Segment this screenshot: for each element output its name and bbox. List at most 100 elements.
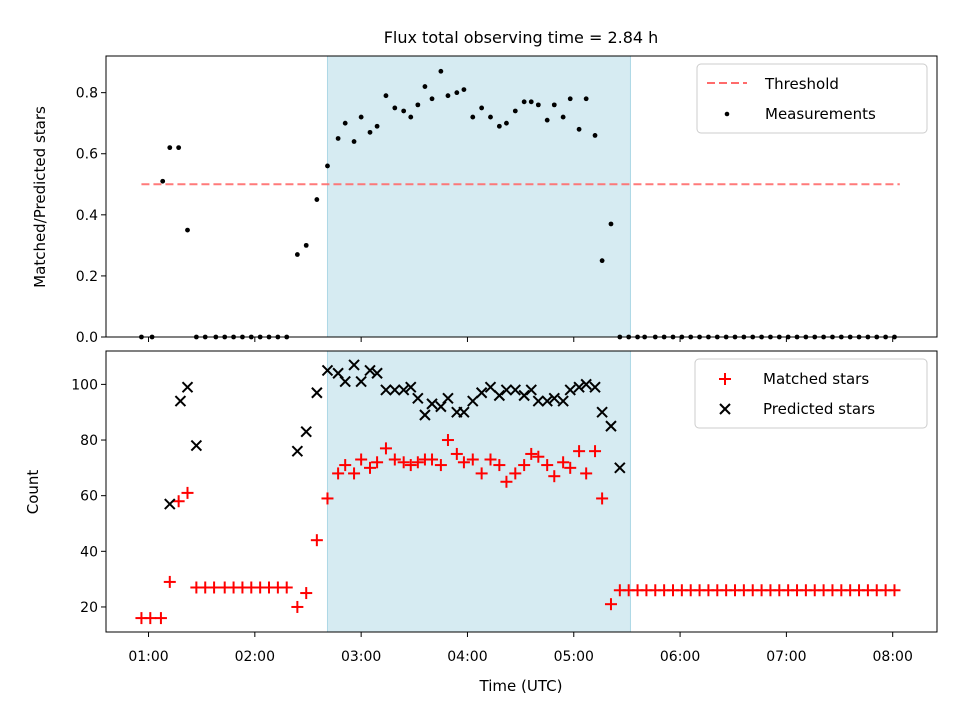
matched-star-point: [339, 459, 352, 472]
predicted-star-point: [181, 381, 194, 393]
matched-star-point: [518, 459, 531, 472]
bottom-axes-frame: [105, 350, 938, 633]
predicted-star-point: [164, 498, 176, 510]
legend-threshold-label: Threshold: [764, 75, 839, 93]
measurement-point: [608, 221, 614, 227]
measurement-point: [528, 99, 534, 105]
predicted-star-point: [596, 406, 608, 418]
predicted-star-point: [291, 445, 304, 457]
matched-star-point: [541, 459, 554, 472]
bottom-plot-area: [135, 359, 901, 625]
top-y-tick-label: 0.4: [76, 208, 98, 224]
measurement-point: [294, 252, 300, 257]
matched-star-point: [291, 600, 304, 613]
predicted-star-point: [458, 406, 470, 418]
predicted-star-point: [426, 398, 438, 410]
matched-star-point: [355, 453, 368, 466]
bottom-x-tick-label: 03:00: [341, 649, 381, 665]
matched-star-point: [604, 598, 617, 611]
predicted-star-point: [548, 392, 560, 405]
predicted-star-point: [614, 462, 626, 474]
matched-star-point: [154, 612, 167, 625]
bottom-panel: 20 40 60 80 100 01:00 02:00 03:00 04:00 05:00 06:…: [24, 350, 938, 695]
matched-star-point: [371, 456, 384, 469]
matched-star-point: [596, 492, 609, 505]
measurement-point: [392, 105, 398, 111]
predicted-star-point: [339, 375, 351, 388]
legend-measurements-swatch: [724, 111, 730, 117]
bottom-x-tick-label: 05:00: [554, 649, 594, 665]
predicted-star-point: [500, 384, 513, 396]
matched-star-point: [434, 459, 447, 472]
measurement-point: [504, 120, 509, 126]
top-panel: Flux total observing time = 2.84 h 0.00.…: [31, 28, 938, 346]
measurement-point: [325, 163, 330, 169]
measurement-point: [512, 108, 518, 114]
predicted-star-point: [509, 384, 522, 396]
top-y-tick-label: 0.0: [76, 330, 98, 346]
matched-star-point: [144, 612, 157, 625]
top-y-tick-label: 0.8: [76, 86, 98, 102]
predicted-star-point: [364, 364, 376, 377]
legend-matched-swatch: [719, 373, 731, 385]
measurement-point: [383, 93, 389, 99]
bottom-y-axis: 20 40 60 80 100: [71, 377, 106, 616]
matched-star-point: [404, 459, 417, 472]
bottom-x-tick-label: 08:00: [873, 649, 913, 665]
predicted-star-point: [573, 381, 585, 393]
measurement-point: [176, 145, 182, 151]
bottom-x-tick-label: 02:00: [235, 649, 275, 665]
bottom-y-tick-label: 80: [80, 433, 98, 449]
bottom-x-tick-label: 04:00: [447, 649, 487, 665]
matched-star-point: [181, 486, 194, 499]
measurement-point: [160, 178, 166, 184]
matched-star-point: [564, 461, 577, 474]
measurement-point: [496, 123, 502, 129]
matched-star-point: [379, 442, 392, 455]
matched-star-point: [321, 492, 334, 505]
measurement-point: [583, 96, 589, 102]
measurement-point: [429, 96, 435, 102]
matched-star-point: [580, 467, 593, 480]
top-x-axis: [148, 337, 894, 342]
top-axes-frame: [105, 55, 938, 338]
matched-star-point: [548, 470, 561, 483]
bottom-y-tick-label: 40: [80, 544, 98, 560]
top-y-axis-label: Matched/Predicted stars: [31, 106, 49, 288]
measurement-point: [374, 123, 380, 129]
matched-star-point: [475, 467, 488, 480]
measurement-point: [488, 114, 493, 120]
top-y-tick-label: 0.2: [76, 269, 98, 285]
measurement-point: [185, 227, 190, 233]
bottom-legend: Matched stars Predicted stars: [694, 358, 928, 429]
matched-star-point: [457, 456, 470, 469]
predicted-star-point: [475, 387, 488, 399]
measurement-point: [599, 258, 605, 264]
predicted-star-point: [405, 381, 417, 393]
matched-star-point: [388, 453, 401, 466]
measurement-point: [551, 102, 557, 108]
legend-matched-label: Matched stars: [763, 370, 869, 388]
predicted-star-point: [605, 420, 617, 432]
measurement-point: [342, 120, 348, 126]
measurement-point: [479, 105, 485, 111]
measurement-point: [567, 96, 573, 102]
predicted-star-point: [493, 389, 506, 402]
predicted-star-point: [442, 392, 454, 405]
matched-star-point: [208, 581, 221, 594]
measurement-point: [314, 197, 320, 202]
predicted-star-point: [580, 378, 592, 391]
measurement-point: [461, 87, 467, 92]
predicted-star-point: [557, 395, 569, 407]
matched-star-point: [493, 459, 506, 472]
matched-star-point: [500, 475, 513, 488]
predicted-star-point: [389, 384, 401, 396]
measurement-point: [535, 102, 541, 108]
predicted-star-point: [355, 375, 367, 388]
matched-star-point: [557, 456, 570, 469]
matched-star-point: [332, 467, 345, 480]
predicted-star-point: [412, 392, 424, 405]
matched-star-point: [509, 467, 522, 480]
measurement-point: [422, 84, 428, 89]
